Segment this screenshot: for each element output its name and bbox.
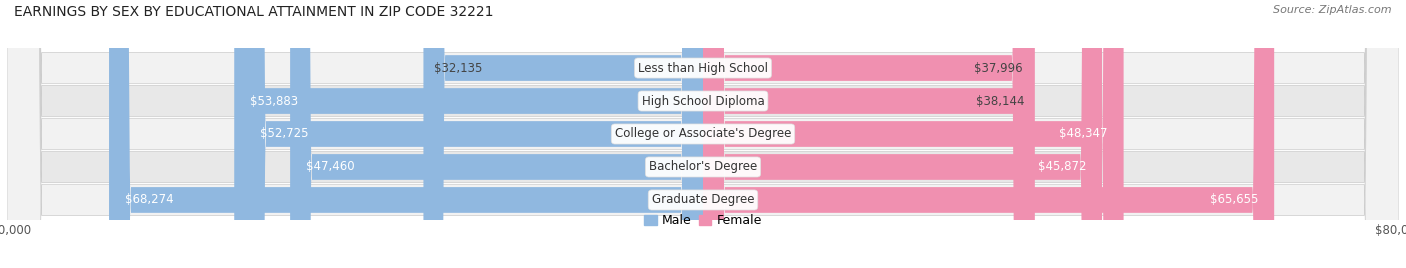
FancyBboxPatch shape [7,0,1399,268]
FancyBboxPatch shape [7,0,1399,268]
FancyBboxPatch shape [245,0,703,268]
Legend: Male, Female: Male, Female [644,214,762,227]
Text: $65,655: $65,655 [1211,193,1258,206]
Text: $47,460: $47,460 [305,161,354,173]
FancyBboxPatch shape [7,0,1399,268]
Text: Bachelor's Degree: Bachelor's Degree [650,161,756,173]
Text: Graduate Degree: Graduate Degree [652,193,754,206]
Text: EARNINGS BY SEX BY EDUCATIONAL ATTAINMENT IN ZIP CODE 32221: EARNINGS BY SEX BY EDUCATIONAL ATTAINMEN… [14,5,494,19]
Text: $68,274: $68,274 [125,193,173,206]
FancyBboxPatch shape [703,0,1123,268]
FancyBboxPatch shape [423,0,703,268]
Text: $48,347: $48,347 [1060,128,1108,140]
Text: College or Associate's Degree: College or Associate's Degree [614,128,792,140]
FancyBboxPatch shape [703,0,1274,268]
FancyBboxPatch shape [703,0,1033,268]
Text: High School Diploma: High School Diploma [641,95,765,107]
Text: $52,725: $52,725 [260,128,308,140]
FancyBboxPatch shape [7,0,1399,268]
Text: $45,872: $45,872 [1038,161,1087,173]
Text: $53,883: $53,883 [250,95,298,107]
Text: Less than High School: Less than High School [638,62,768,75]
FancyBboxPatch shape [7,0,1399,268]
Text: $32,135: $32,135 [434,62,482,75]
Text: $37,996: $37,996 [974,62,1024,75]
FancyBboxPatch shape [703,0,1035,268]
FancyBboxPatch shape [110,0,703,268]
Text: $38,144: $38,144 [976,95,1025,107]
Text: Source: ZipAtlas.com: Source: ZipAtlas.com [1274,5,1392,15]
FancyBboxPatch shape [703,0,1102,268]
FancyBboxPatch shape [235,0,703,268]
FancyBboxPatch shape [290,0,703,268]
